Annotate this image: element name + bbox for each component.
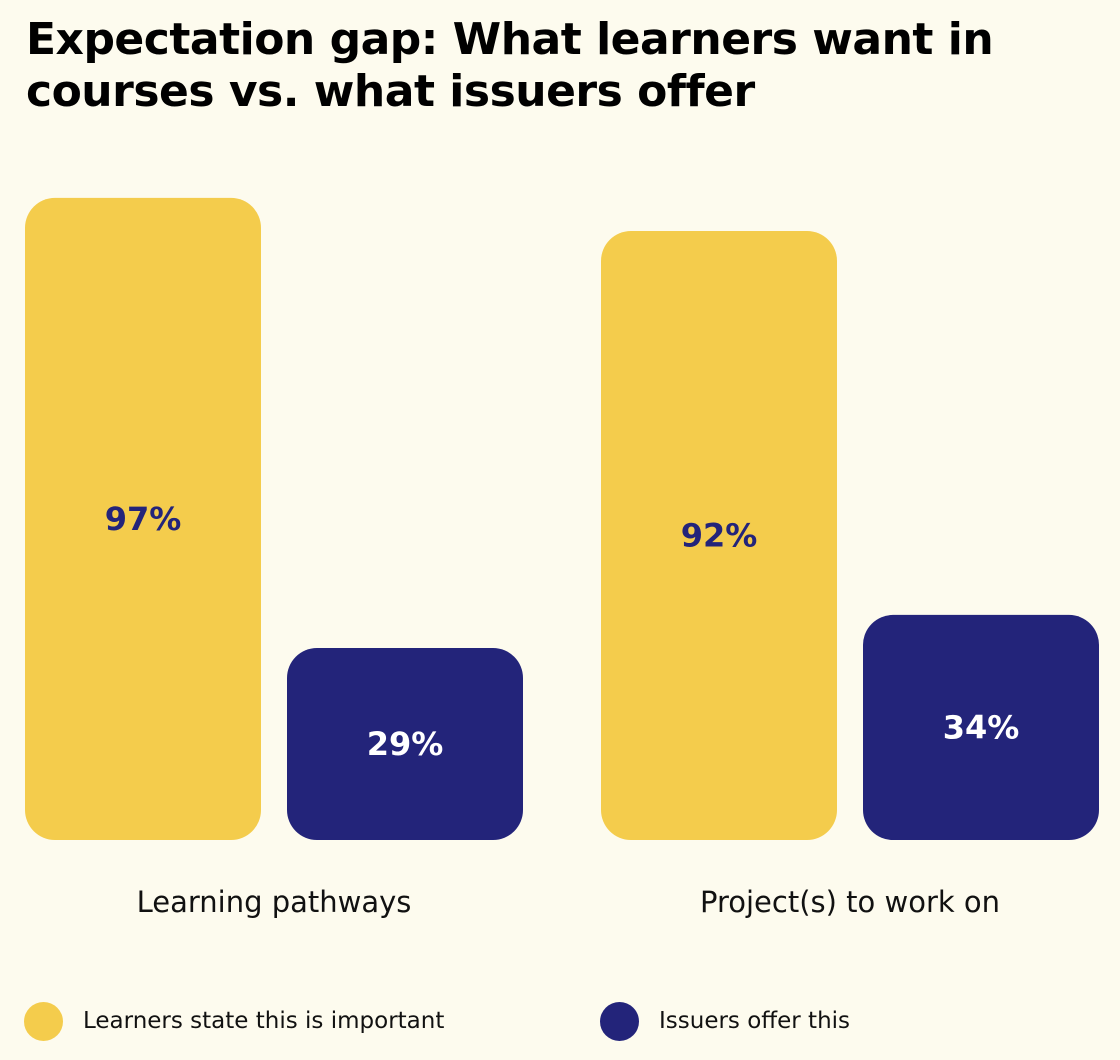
legend: Learners state this is important Issuers… — [24, 1000, 1104, 1042]
bar-projects-issuers — [863, 614, 1099, 840]
data-label-projects-issuers: 34% — [943, 708, 1020, 746]
legend-label-learners: Learners state this is important — [83, 1008, 445, 1034]
legend-label-issuers: Issuers offer this — [659, 1008, 851, 1034]
data-label-learning-pathways-learners: 97% — [105, 500, 182, 538]
legend-item-issuers: Issuers offer this — [600, 1000, 850, 1042]
category-label-learning-pathways: Learning pathways — [137, 885, 412, 919]
bar-chart: 97% 29% Learning pathways 92% 34% Project(s) … — [25, 197, 1099, 919]
legend-swatch-learners — [24, 1001, 63, 1041]
legend-item-learners: Learners state this is important — [24, 1000, 444, 1042]
data-label-learning-pathways-issuers: 29% — [367, 725, 444, 763]
legend-swatch-issuers — [600, 1001, 639, 1041]
category-label-projects: Project(s) to work on — [700, 885, 1000, 919]
chart-title: Expectation gap: What learners want in c… — [26, 14, 994, 117]
bar-learning-pathways-learners — [25, 197, 261, 841]
bar-learning-pathways-issuers — [287, 648, 523, 840]
data-label-projects-learners: 92% — [681, 516, 758, 554]
bar-projects-learners — [601, 230, 837, 840]
